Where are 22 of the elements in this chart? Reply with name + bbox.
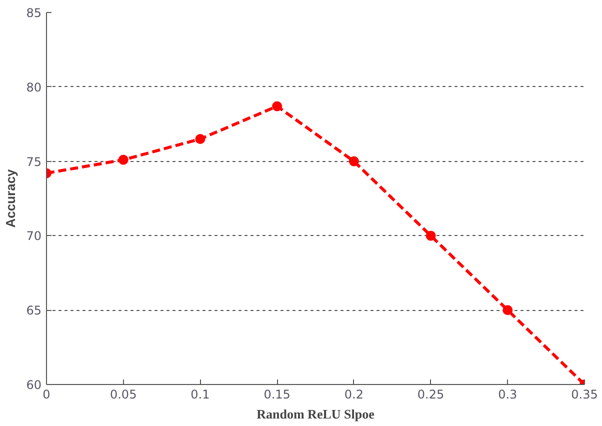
y-tick-label: 65 [26,304,42,318]
y-tick-label: 85 [26,6,42,20]
y-axis-title: Accuracy [3,168,18,228]
x-axis-title: Random ReLU Slpoe [256,406,375,422]
y-tick-label: 60 [26,378,42,392]
x-tick-label: 0.05 [110,388,137,402]
y-tick-label: 70 [26,229,42,244]
x-tick-label: 0.2 [344,388,364,402]
y-tick-label: 75 [26,154,42,169]
x-tick-label: 0.3 [498,388,518,402]
point [195,134,206,144]
point [118,154,128,165]
x-tick-label: 0.15 [264,388,290,402]
x-tick-label: 0 [42,388,50,402]
point [348,156,359,166]
point [426,230,436,241]
y-tick-label: 80 [26,80,42,94]
point [502,305,513,316]
point [272,101,282,112]
x-tick-label: 0.35 [571,388,598,402]
x-tick-label: 0.1 [190,388,210,402]
x-tick-label: 0.25 [417,388,444,402]
